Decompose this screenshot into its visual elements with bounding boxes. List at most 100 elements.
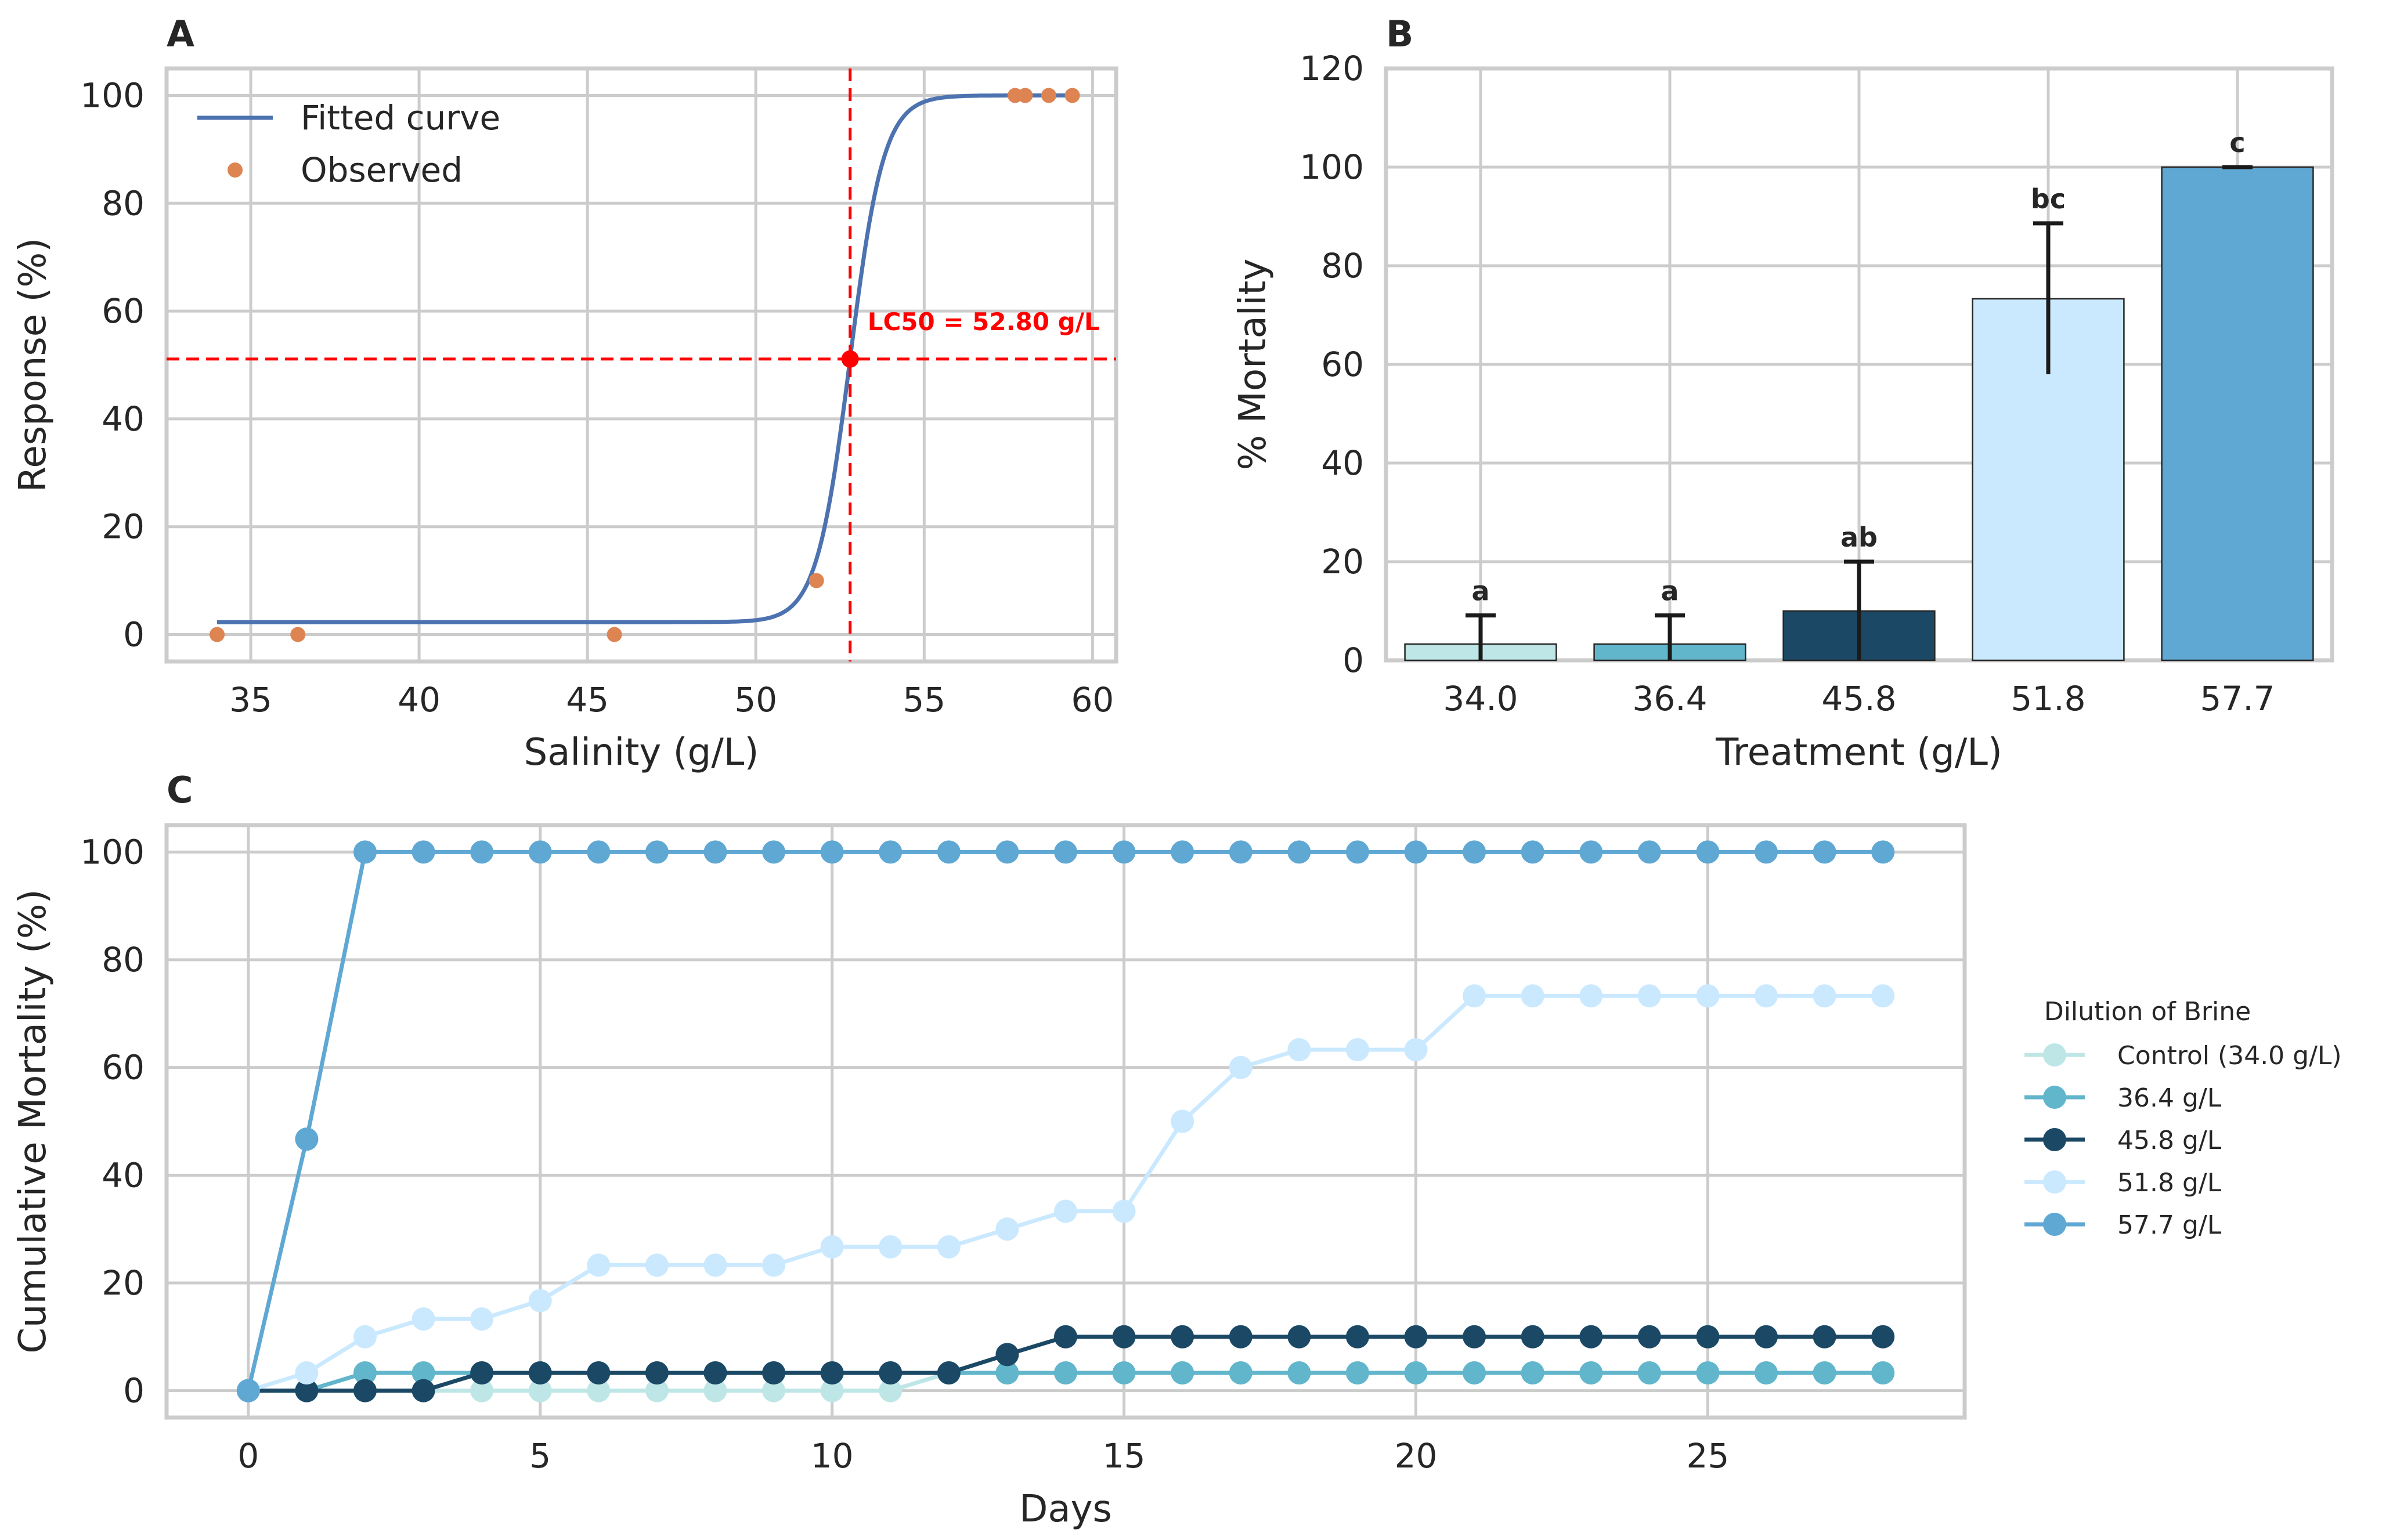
series-point (645, 840, 669, 864)
series-point (236, 1379, 260, 1402)
legend-swatch-marker (2043, 1128, 2066, 1151)
series-point (1404, 1325, 1428, 1349)
series-point (295, 1361, 319, 1384)
series-point (1637, 1361, 1661, 1384)
series-point (995, 840, 1019, 864)
x-tick-label: 35 (229, 680, 272, 720)
legend-swatch-marker (2043, 1213, 2066, 1236)
series-point (1755, 1325, 1778, 1349)
plot-frame (164, 66, 1118, 664)
y-tick-label: 100 (80, 75, 145, 115)
series-point (412, 1307, 435, 1331)
x-tick-label: 5 (529, 1436, 551, 1476)
series-point (1755, 1361, 1778, 1384)
series-point (1171, 1361, 1194, 1384)
series-point (1463, 840, 1486, 864)
series-point (1579, 840, 1603, 864)
series-point (1345, 1361, 1369, 1384)
y-axis-label: Response (%) (12, 238, 55, 492)
y-tick-label: 20 (1321, 542, 1364, 581)
series-point (703, 840, 727, 864)
series-point (1521, 1361, 1544, 1384)
series-point (1521, 984, 1544, 1008)
series-point (528, 1361, 552, 1384)
series-point (1404, 840, 1428, 864)
series-point (1579, 984, 1603, 1008)
x-tick-label: 45 (566, 680, 609, 720)
series-point (1229, 840, 1253, 864)
x-tick-label: 60 (1071, 680, 1114, 720)
x-axis-label: Treatment (g/L) (1715, 731, 2002, 774)
series-point (1054, 1361, 1077, 1384)
series-point (820, 1235, 844, 1259)
series-point (1287, 1361, 1311, 1384)
series-point (762, 1379, 786, 1402)
series-point (1229, 1055, 1253, 1079)
series-point (412, 840, 435, 864)
series-point (1112, 1199, 1136, 1223)
series-point (353, 840, 377, 864)
series-point (703, 1253, 727, 1277)
series-point (1287, 840, 1311, 864)
y-tick-label: 60 (1321, 345, 1364, 384)
series-point (1345, 1038, 1369, 1062)
y-tick-label: 120 (1300, 49, 1364, 88)
legend-label: 36.4 g/L (2117, 1083, 2222, 1113)
observed-point (1017, 88, 1033, 103)
x-tick-label: 40 (398, 680, 441, 720)
y-axis-label: Cumulative Mortality (%) (12, 889, 55, 1353)
x-tick-label: 36.4 (1632, 679, 1707, 718)
y-tick-label: 40 (102, 399, 145, 439)
x-tick-label: 0 (237, 1436, 259, 1476)
series-point (528, 1379, 552, 1402)
series-point (1054, 1325, 1077, 1349)
lc50-point (841, 350, 859, 368)
series-point (1871, 1361, 1895, 1384)
series-point (1404, 1361, 1428, 1384)
x-tick-label: 20 (1395, 1436, 1438, 1476)
panel-label: B (1386, 13, 1413, 55)
observed-point (290, 627, 306, 642)
series-point (937, 840, 961, 864)
legend-title: Dilution of Brine (2044, 997, 2251, 1026)
y-tick-label: 100 (80, 832, 145, 872)
y-axis-label: % Mortality (1232, 259, 1275, 471)
series-point (995, 1343, 1019, 1367)
series-point (587, 1379, 611, 1402)
legend-swatch-marker (2043, 1170, 2066, 1194)
series-point (1871, 840, 1895, 864)
series-point (1637, 840, 1661, 864)
observed-point (1064, 88, 1080, 103)
series-point (528, 840, 552, 864)
series-point (295, 1127, 319, 1151)
bar (2161, 166, 2314, 661)
observed-point (210, 627, 225, 642)
series-point (1054, 840, 1077, 864)
series-point (587, 840, 611, 864)
legend-label: 45.8 g/L (2117, 1126, 2222, 1155)
series-point (995, 1361, 1019, 1384)
series-point (1696, 840, 1720, 864)
significance-letter: c (2229, 127, 2245, 158)
x-tick-label: 25 (1687, 1436, 1730, 1476)
series-point (645, 1379, 669, 1402)
series-line (246, 849, 1883, 1391)
y-tick-label: 40 (1321, 443, 1364, 483)
series-point (703, 1361, 727, 1384)
legend-label: 51.8 g/L (2117, 1168, 2222, 1198)
series-point (1813, 1325, 1836, 1349)
series-point (1637, 984, 1661, 1008)
series-point (1813, 984, 1836, 1008)
lc50-label: LC50 = 52.80 g/L (868, 308, 1100, 336)
series-point (1755, 984, 1778, 1008)
y-tick-label: 0 (123, 1371, 145, 1411)
y-tick-label: 60 (102, 1048, 145, 1087)
x-tick-label: 55 (903, 680, 945, 720)
series-point (1287, 1038, 1311, 1062)
panel-label: C (167, 769, 193, 811)
series-point (762, 1361, 786, 1384)
y-tick-label: 80 (102, 940, 145, 979)
series-point (470, 1307, 494, 1331)
series-point (820, 1379, 844, 1402)
x-tick-label: 51.8 (2011, 679, 2085, 718)
